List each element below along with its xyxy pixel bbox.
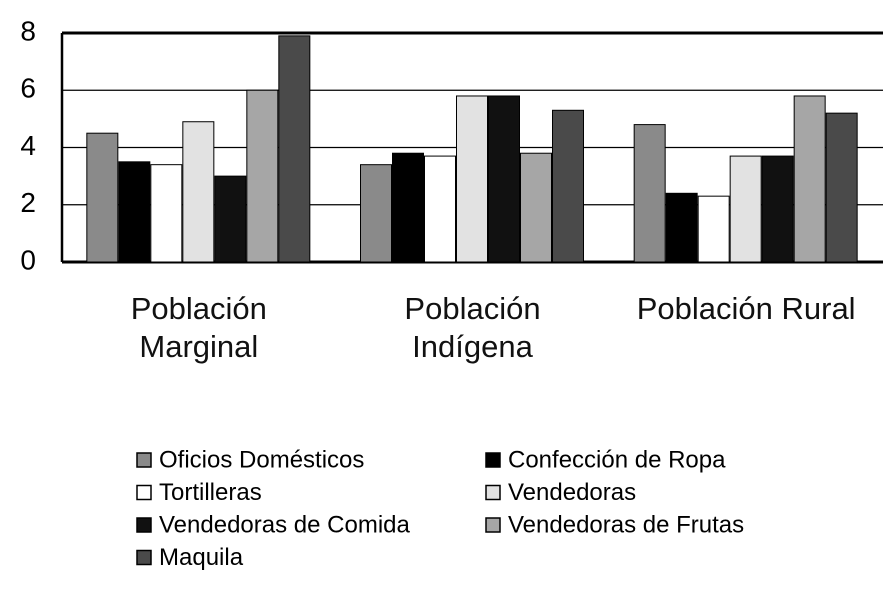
bar bbox=[825, 112, 858, 263]
legend-swatch bbox=[485, 452, 501, 468]
y-tick-label: 8 bbox=[20, 15, 36, 46]
legend-swatch bbox=[136, 452, 152, 468]
legend-label: Oficios Domésticos bbox=[159, 446, 364, 473]
bar bbox=[86, 132, 119, 263]
bar bbox=[278, 35, 311, 263]
y-tick-label: 6 bbox=[20, 73, 36, 104]
bar bbox=[150, 164, 183, 263]
bar bbox=[665, 192, 698, 263]
legend-swatch bbox=[136, 484, 152, 501]
bar bbox=[761, 155, 794, 263]
y-tick-label: 0 bbox=[20, 244, 36, 275]
bar bbox=[456, 95, 488, 263]
x-tick-label: Población Rural bbox=[636, 291, 856, 326]
y-tick-label: 2 bbox=[20, 187, 36, 218]
bar bbox=[392, 152, 424, 263]
bar bbox=[424, 155, 456, 263]
legend-label: Tortilleras bbox=[159, 479, 262, 506]
bar bbox=[633, 124, 666, 263]
bar bbox=[488, 95, 520, 263]
x-tick-label: Población Indígena bbox=[404, 291, 541, 364]
legend-label: Vendedoras de Comida bbox=[159, 511, 410, 538]
legend-label: Confección de Ropa bbox=[508, 446, 726, 473]
x-tick-label: Población Marginal bbox=[130, 291, 267, 364]
bar bbox=[214, 175, 247, 263]
bar bbox=[729, 155, 762, 263]
legend-swatch bbox=[485, 484, 501, 501]
bar bbox=[520, 152, 552, 263]
legend-label: Maquila bbox=[159, 544, 244, 571]
bar bbox=[552, 109, 584, 263]
legend-swatch bbox=[485, 517, 501, 533]
y-tick-label: 4 bbox=[20, 130, 36, 161]
bar bbox=[793, 95, 826, 263]
bar bbox=[697, 195, 730, 263]
bar bbox=[360, 164, 392, 263]
bar bbox=[182, 121, 215, 263]
legend-swatch bbox=[136, 517, 152, 533]
bar bbox=[118, 161, 151, 263]
legend-swatch bbox=[136, 549, 152, 566]
legend-label: Vendedoras de Frutas bbox=[508, 511, 744, 538]
legend-label: Vendedoras bbox=[508, 479, 636, 506]
bar bbox=[246, 89, 279, 263]
